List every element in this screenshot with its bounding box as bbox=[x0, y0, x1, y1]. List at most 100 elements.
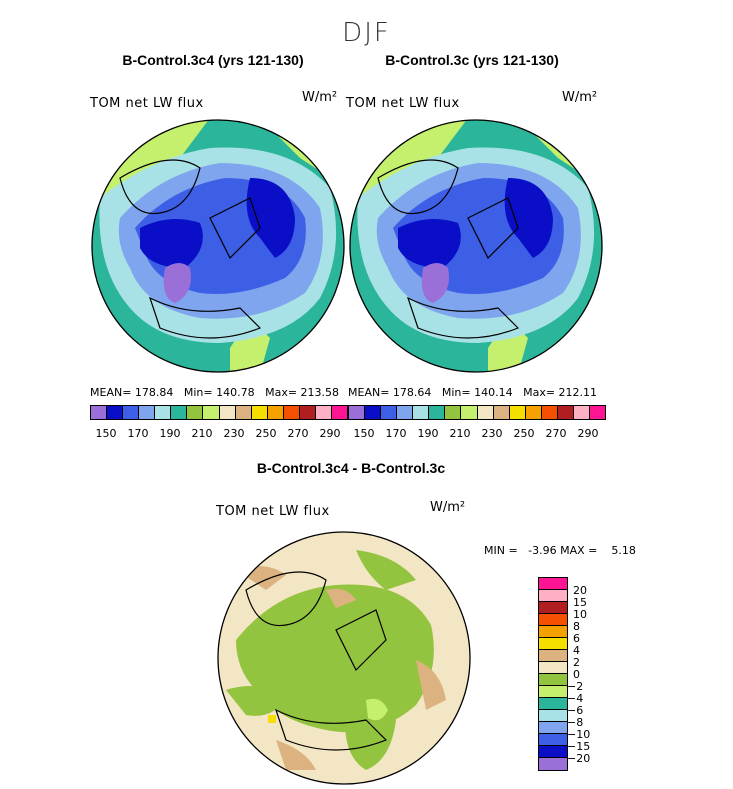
colorbar-swatch bbox=[525, 406, 542, 419]
map-1-band-150 bbox=[163, 263, 191, 303]
colorbar-label: −20 bbox=[567, 752, 591, 765]
colorbar-swatch bbox=[557, 406, 574, 419]
colorbar-label: 6 bbox=[573, 632, 580, 645]
colorbar-swatch bbox=[381, 406, 398, 419]
colorbar-swatch bbox=[539, 734, 567, 746]
colorbar-label: −15 bbox=[567, 740, 591, 753]
colorbar-swatch bbox=[203, 406, 220, 419]
panel-2-title: B-Control.3c (yrs 121-130) bbox=[385, 52, 559, 68]
colorbar-swatch bbox=[539, 626, 567, 638]
colorbar-swatch bbox=[331, 406, 347, 419]
panel-2-stats: MEAN= 178.64 Min= 140.14 Max= 212.11 bbox=[348, 386, 598, 399]
panel-1-stats: MEAN= 178.84 Min= 140.78 Max= 213.58 bbox=[90, 386, 340, 399]
diff-panel-units: W/m² bbox=[430, 500, 466, 515]
map-1-band-160 bbox=[140, 219, 203, 268]
colorbar-swatch bbox=[539, 674, 567, 686]
colorbar-label: 270 bbox=[545, 427, 567, 440]
map-2-border bbox=[349, 119, 603, 373]
colorbar-label: 250 bbox=[255, 427, 277, 440]
diff-map-peak-region bbox=[268, 715, 276, 723]
colorbar-swatch bbox=[267, 406, 284, 419]
colorbar-label: 270 bbox=[287, 427, 309, 440]
diff-map-coastlines bbox=[245, 571, 388, 751]
colorbar-swatch bbox=[123, 406, 140, 419]
colorbar-swatch bbox=[539, 746, 567, 758]
colorbar-swatch bbox=[107, 406, 124, 419]
panel-1-map bbox=[91, 119, 345, 373]
colorbar-label: 0 bbox=[573, 668, 580, 681]
colorbar-label: 170 bbox=[127, 427, 149, 440]
colorbar-label: −10 bbox=[567, 728, 591, 741]
diff-map-border bbox=[217, 531, 471, 785]
colorbar-swatch bbox=[539, 722, 567, 734]
colorbar-swatch bbox=[283, 406, 300, 419]
colorbar-swatch bbox=[477, 406, 494, 419]
diff-map-negative-region bbox=[345, 706, 396, 770]
colorbar-swatch bbox=[445, 406, 462, 419]
colorbar-label: −4 bbox=[567, 692, 584, 705]
colorbar-swatch bbox=[155, 406, 172, 419]
colorbar-label: 20 bbox=[573, 584, 587, 597]
colorbar-label: 4 bbox=[573, 644, 580, 657]
colorbar-label: −8 bbox=[567, 716, 584, 729]
panel-1-title: B-Control.3c4 (yrs 121-130) bbox=[122, 52, 304, 68]
map-2-coastlines bbox=[377, 159, 520, 339]
colorbar-swatch bbox=[573, 406, 590, 419]
diff-map-light-region bbox=[366, 698, 388, 721]
colorbar-label: 10 bbox=[573, 608, 587, 621]
colorbar-swatch bbox=[539, 578, 567, 590]
colorbar-label: 2 bbox=[573, 656, 580, 669]
map-2-band-160 bbox=[398, 219, 461, 268]
colorbar-swatch bbox=[539, 758, 567, 770]
colorbar-swatch bbox=[397, 406, 414, 419]
colorbar-swatch bbox=[539, 638, 567, 650]
panel-2-variable: TOM net LW flux bbox=[346, 96, 460, 111]
colorbar-swatch bbox=[139, 406, 156, 419]
colorbar-label: −6 bbox=[567, 704, 584, 717]
colorbar-swatch bbox=[493, 406, 510, 419]
colorbar-swatch bbox=[413, 406, 430, 419]
panel-2-map bbox=[349, 119, 603, 373]
colorbar-swatch bbox=[541, 406, 558, 419]
colorbar-swatch bbox=[365, 406, 382, 419]
colorbar-label: 8 bbox=[573, 620, 580, 633]
colorbar-label: 150 bbox=[353, 427, 375, 440]
colorbar-label: 250 bbox=[513, 427, 535, 440]
colorbar-swatch bbox=[219, 406, 236, 419]
map-1-band-160 bbox=[246, 178, 295, 258]
colorbar-swatch bbox=[539, 686, 567, 698]
diff-panel-map bbox=[217, 531, 471, 785]
panel-1-colorbar bbox=[90, 405, 348, 420]
colorbar-swatch bbox=[539, 710, 567, 722]
diff-colorbar bbox=[538, 577, 568, 771]
map-1-coastlines bbox=[119, 159, 262, 339]
colorbar-swatch bbox=[235, 406, 252, 419]
colorbar-swatch bbox=[251, 406, 268, 419]
diff-panel-title: B-Control.3c4 - B-Control.3c bbox=[256, 460, 446, 476]
colorbar-swatch bbox=[429, 406, 446, 419]
diff-map-negative-region bbox=[226, 686, 286, 716]
diff-panel-variable: TOM net LW flux bbox=[216, 504, 330, 519]
colorbar-swatch bbox=[539, 602, 567, 614]
panel-1-units: W/m² bbox=[302, 90, 338, 105]
colorbar-swatch bbox=[539, 650, 567, 662]
colorbar-label: 230 bbox=[223, 427, 245, 440]
diff-map-negative-region bbox=[356, 550, 416, 590]
colorbar-label: 190 bbox=[417, 427, 439, 440]
colorbar-swatch bbox=[91, 406, 108, 419]
colorbar-swatch bbox=[299, 406, 316, 419]
colorbar-label: −2 bbox=[567, 680, 584, 693]
colorbar-label: 190 bbox=[159, 427, 181, 440]
colorbar-swatch bbox=[539, 662, 567, 674]
colorbar-swatch bbox=[539, 698, 567, 710]
panel-1-variable: TOM net LW flux bbox=[90, 96, 204, 111]
season-title: DJF bbox=[342, 18, 391, 48]
colorbar-swatch bbox=[539, 614, 567, 626]
colorbar-swatch bbox=[539, 590, 567, 602]
colorbar-swatch bbox=[461, 406, 478, 419]
panel-2-units: W/m² bbox=[562, 90, 598, 105]
map-2-band-160 bbox=[504, 178, 553, 258]
colorbar-swatch bbox=[171, 406, 188, 419]
colorbar-swatch bbox=[509, 406, 526, 419]
colorbar-swatch bbox=[315, 406, 332, 419]
